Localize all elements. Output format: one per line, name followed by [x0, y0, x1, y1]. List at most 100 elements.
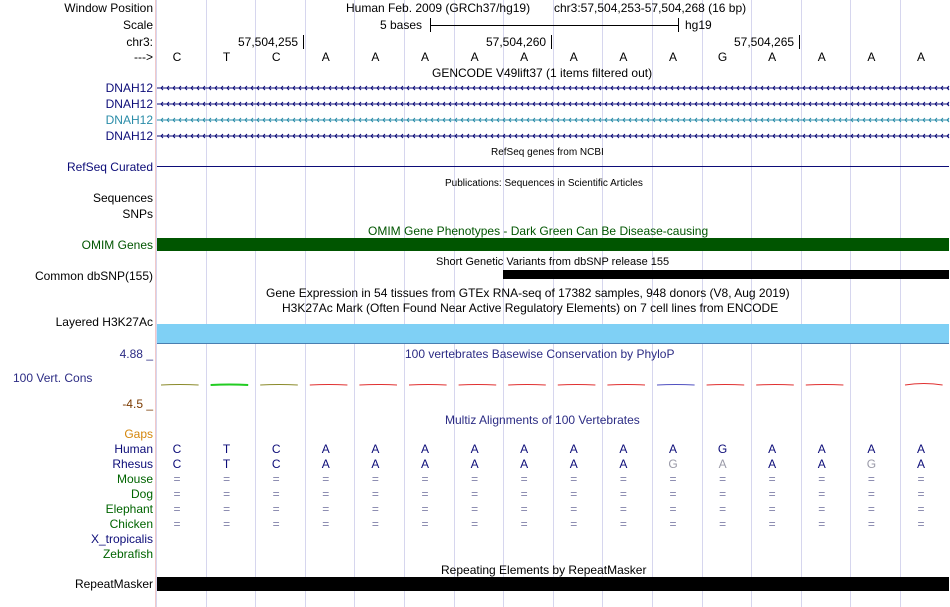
- strand-chevron: [658, 101, 662, 107]
- refseq-label[interactable]: RefSeq Curated: [66, 160, 153, 174]
- strand-chevron: [808, 85, 812, 91]
- species-label[interactable]: Zebrafish: [102, 547, 153, 561]
- strand-chevron: [748, 85, 752, 91]
- strand-chevron: [256, 85, 260, 91]
- strand-chevron: [310, 117, 314, 123]
- strand-chevron: [376, 101, 380, 107]
- alignment-base: A: [520, 442, 529, 456]
- reference-base: A: [371, 50, 380, 64]
- snps-label[interactable]: SNPs: [122, 207, 153, 221]
- scale-label: Scale: [122, 18, 153, 32]
- strand-chevron: [868, 117, 872, 123]
- gaps-label[interactable]: Gaps: [124, 427, 153, 441]
- repeatmasker-feature-bar[interactable]: [157, 577, 949, 591]
- species-label[interactable]: X_tropicalis: [90, 532, 153, 546]
- strand-chevron: [214, 85, 218, 91]
- alignment-base: =: [570, 502, 578, 516]
- strand-chevron: [202, 117, 206, 123]
- reference-base: A: [470, 50, 479, 64]
- strand-chevron: [886, 101, 890, 107]
- reference-base: A: [768, 50, 777, 64]
- strand-chevron: [166, 117, 170, 123]
- strand-chevron: [226, 85, 230, 91]
- strand-chevron: [640, 133, 644, 139]
- phylop-track-title: 100 vertebrates Basewise Conservation by…: [405, 347, 675, 361]
- h3k27ac-label[interactable]: Layered H3K27Ac: [55, 315, 153, 329]
- grid-line: [553, 0, 554, 607]
- strand-chevron: [220, 85, 224, 91]
- strand-chevron: [346, 101, 350, 107]
- grid-line: [850, 0, 851, 607]
- reference-base: A: [916, 50, 925, 64]
- strand-chevron: [226, 101, 230, 107]
- strand-chevron: [718, 101, 722, 107]
- gene-label-dnah12-3[interactable]: DNAH12: [105, 113, 153, 127]
- alignment-base: =: [867, 502, 875, 516]
- strand-chevron: [898, 85, 902, 91]
- reference-base: A: [817, 50, 826, 64]
- species-label[interactable]: Chicken: [109, 517, 153, 531]
- alignment-base: =: [867, 517, 875, 531]
- strand-chevron: [922, 117, 926, 123]
- phylop-score-mark: [706, 384, 745, 386]
- refseq-gene-line[interactable]: [157, 166, 949, 167]
- alignment-base: =: [223, 517, 231, 531]
- strand-chevron: [448, 101, 452, 107]
- strand-chevron: [580, 101, 584, 107]
- h3k27ac-signal[interactable]: [157, 324, 949, 343]
- strand-chevron: [802, 133, 806, 139]
- strand-chevron: [436, 85, 440, 91]
- strand-chevron: [652, 85, 656, 91]
- strand-chevron: [520, 101, 524, 107]
- repeatmasker-label[interactable]: RepeatMasker: [74, 577, 153, 591]
- strand-chevron: [706, 133, 710, 139]
- phylop-score-mark: [656, 384, 695, 386]
- species-label[interactable]: Human: [114, 442, 153, 456]
- gene-label-dnah12-1[interactable]: DNAH12: [105, 81, 153, 95]
- strand-chevron: [610, 133, 614, 139]
- gene-label-dnah12-2[interactable]: DNAH12: [105, 97, 153, 111]
- strand-chevron: [664, 133, 668, 139]
- alignment-base: G: [866, 457, 877, 471]
- alignment-base: A: [619, 442, 628, 456]
- strand-chevron: [802, 85, 806, 91]
- omim-feature-bar[interactable]: [157, 238, 949, 251]
- alignment-base: =: [619, 502, 627, 516]
- dbsnp-label[interactable]: Common dbSNP(155): [34, 269, 153, 283]
- strand-chevron: [544, 117, 548, 123]
- species-label[interactable]: Rhesus: [112, 457, 153, 471]
- strand-chevron: [328, 101, 332, 107]
- strand-chevron: [736, 85, 740, 91]
- strand-chevron: [418, 85, 422, 91]
- alignment-base: G: [717, 442, 728, 456]
- species-label[interactable]: Mouse: [116, 472, 153, 486]
- strand-chevron: [904, 133, 908, 139]
- strand-chevron: [718, 133, 722, 139]
- omim-label[interactable]: OMIM Genes: [81, 238, 153, 252]
- strand-chevron: [472, 101, 476, 107]
- phylop-label[interactable]: 100 Vert. Cons: [13, 371, 93, 385]
- strand-chevron: [634, 117, 638, 123]
- alignment-base: A: [569, 442, 578, 456]
- strand-chevron: [640, 85, 644, 91]
- species-label[interactable]: Elephant: [105, 502, 153, 516]
- phylop-score-mark: [508, 384, 546, 386]
- scale-db: hg19: [685, 18, 712, 32]
- species-label[interactable]: Dog: [130, 487, 153, 501]
- gene-label-dnah12-4[interactable]: DNAH12: [105, 129, 153, 143]
- strand-chevron: [538, 101, 542, 107]
- strand-chevron: [880, 101, 884, 107]
- strand-chevron: [562, 85, 566, 91]
- position-text: chr3:57,504,253-57,504,268 (16 bp): [554, 1, 747, 15]
- strand-chevron: [874, 133, 878, 139]
- alignment-base: =: [421, 472, 429, 486]
- alignment-base: =: [272, 502, 280, 516]
- dbsnp-feature-bar[interactable]: [503, 270, 949, 279]
- scale-bar-right-tick: [678, 18, 679, 32]
- strand-chevron: [910, 117, 914, 123]
- strand-chevron: [946, 133, 950, 139]
- dbsnp-track-title: Short Genetic Variants from dbSNP releas…: [436, 256, 670, 268]
- sequences-label[interactable]: Sequences: [92, 191, 153, 205]
